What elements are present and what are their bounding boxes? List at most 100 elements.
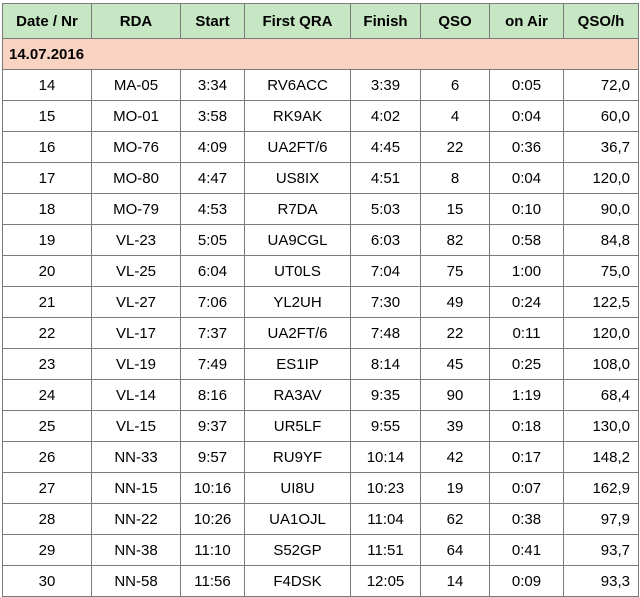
cell-qso: 19 [420, 472, 490, 504]
cell-qso-per-hour: 75,0 [563, 255, 639, 287]
cell-on-air: 0:36 [489, 131, 564, 163]
cell-qso-per-hour: 97,9 [563, 503, 639, 535]
table-row: 14 MA-05 3:34 RV6ACC 3:39 6 0:05 72,0 [2, 69, 639, 101]
date-row: 14.07.2016 [2, 38, 639, 70]
cell-start: 5:05 [180, 224, 245, 256]
cell-qso-per-hour: 162,9 [563, 472, 639, 504]
cell-start: 9:37 [180, 410, 245, 442]
cell-start: 7:49 [180, 348, 245, 380]
cell-finish: 7:04 [350, 255, 421, 287]
cell-on-air: 0:11 [489, 317, 564, 349]
table-row: 25 VL-15 9:37 UR5LF 9:55 39 0:18 130,0 [2, 410, 639, 442]
cell-start: 11:56 [180, 565, 245, 597]
cell-nr: 16 [2, 131, 92, 163]
cell-finish: 5:03 [350, 193, 421, 225]
header-date-nr: Date / Nr [2, 3, 92, 39]
table-body: 14.07.2016 14 MA-05 3:34 RV6ACC 3:39 6 0:05 72,… [2, 38, 639, 597]
cell-on-air: 0:09 [489, 565, 564, 597]
cell-nr: 26 [2, 441, 92, 473]
cell-qso: 6 [420, 69, 490, 101]
cell-start: 11:10 [180, 534, 245, 566]
cell-first-qra: S52GP [244, 534, 351, 566]
table-row: 16 MO-76 4:09 UA2FT/6 4:45 22 0:36 36,7 [2, 131, 639, 163]
table-row: 24 VL-14 8:16 RA3AV 9:35 90 1:19 68,4 [2, 379, 639, 411]
header-on-air: on Air [489, 3, 564, 39]
cell-nr: 29 [2, 534, 92, 566]
cell-first-qra: UA2FT/6 [244, 131, 351, 163]
table-row: 27 NN-15 10:16 UI8U 10:23 19 0:07 162,9 [2, 472, 639, 504]
cell-rda: MO-01 [91, 100, 181, 132]
cell-qso-per-hour: 36,7 [563, 131, 639, 163]
cell-nr: 18 [2, 193, 92, 225]
cell-rda: NN-22 [91, 503, 181, 535]
cell-qso-per-hour: 130,0 [563, 410, 639, 442]
cell-finish: 7:48 [350, 317, 421, 349]
cell-rda: VL-27 [91, 286, 181, 318]
cell-on-air: 0:17 [489, 441, 564, 473]
cell-qso-per-hour: 93,3 [563, 565, 639, 597]
cell-on-air: 0:04 [489, 100, 564, 132]
cell-qso: 45 [420, 348, 490, 380]
cell-finish: 9:35 [350, 379, 421, 411]
cell-rda: VL-23 [91, 224, 181, 256]
cell-finish: 11:51 [350, 534, 421, 566]
cell-nr: 24 [2, 379, 92, 411]
cell-on-air: 0:41 [489, 534, 564, 566]
cell-qso: 15 [420, 193, 490, 225]
cell-finish: 7:30 [350, 286, 421, 318]
cell-rda: VL-25 [91, 255, 181, 287]
cell-qso-per-hour: 108,0 [563, 348, 639, 380]
cell-rda: VL-14 [91, 379, 181, 411]
cell-start: 3:34 [180, 69, 245, 101]
cell-first-qra: RU9YF [244, 441, 351, 473]
cell-on-air: 0:07 [489, 472, 564, 504]
cell-qso: 8 [420, 162, 490, 194]
cell-first-qra: UA1OJL [244, 503, 351, 535]
cell-on-air: 0:38 [489, 503, 564, 535]
cell-finish: 10:14 [350, 441, 421, 473]
cell-start: 9:57 [180, 441, 245, 473]
cell-on-air: 1:00 [489, 255, 564, 287]
cell-start: 4:47 [180, 162, 245, 194]
cell-first-qra: RV6ACC [244, 69, 351, 101]
table-row: 21 VL-27 7:06 YL2UH 7:30 49 0:24 122,5 [2, 286, 639, 318]
cell-start: 10:26 [180, 503, 245, 535]
cell-qso: 42 [420, 441, 490, 473]
cell-first-qra: RA3AV [244, 379, 351, 411]
cell-on-air: 1:19 [489, 379, 564, 411]
cell-on-air: 0:58 [489, 224, 564, 256]
cell-start: 8:16 [180, 379, 245, 411]
table-row: 18 MO-79 4:53 R7DA 5:03 15 0:10 90,0 [2, 193, 639, 225]
cell-start: 4:53 [180, 193, 245, 225]
cell-rda: VL-17 [91, 317, 181, 349]
cell-nr: 22 [2, 317, 92, 349]
cell-start: 6:04 [180, 255, 245, 287]
cell-on-air: 0:25 [489, 348, 564, 380]
header-row: Date / Nr RDA Start First QRA Finish QSO… [2, 3, 639, 39]
cell-rda: NN-33 [91, 441, 181, 473]
cell-on-air: 0:24 [489, 286, 564, 318]
cell-qso: 90 [420, 379, 490, 411]
cell-qso: 22 [420, 317, 490, 349]
cell-finish: 11:04 [350, 503, 421, 535]
cell-qso-per-hour: 93,7 [563, 534, 639, 566]
cell-rda: MO-76 [91, 131, 181, 163]
cell-nr: 14 [2, 69, 92, 101]
cell-nr: 15 [2, 100, 92, 132]
table-row: 28 NN-22 10:26 UA1OJL 11:04 62 0:38 97,9 [2, 503, 639, 535]
cell-nr: 23 [2, 348, 92, 380]
qso-log-table: Date / Nr RDA Start First QRA Finish QSO… [2, 3, 639, 597]
cell-finish: 6:03 [350, 224, 421, 256]
cell-qso-per-hour: 84,8 [563, 224, 639, 256]
cell-qso-per-hour: 68,4 [563, 379, 639, 411]
cell-nr: 27 [2, 472, 92, 504]
cell-finish: 10:23 [350, 472, 421, 504]
cell-finish: 4:51 [350, 162, 421, 194]
cell-rda: MO-80 [91, 162, 181, 194]
cell-qso-per-hour: 60,0 [563, 100, 639, 132]
cell-start: 7:06 [180, 286, 245, 318]
cell-qso-per-hour: 120,0 [563, 317, 639, 349]
cell-finish: 4:45 [350, 131, 421, 163]
cell-finish: 3:39 [350, 69, 421, 101]
cell-first-qra: YL2UH [244, 286, 351, 318]
